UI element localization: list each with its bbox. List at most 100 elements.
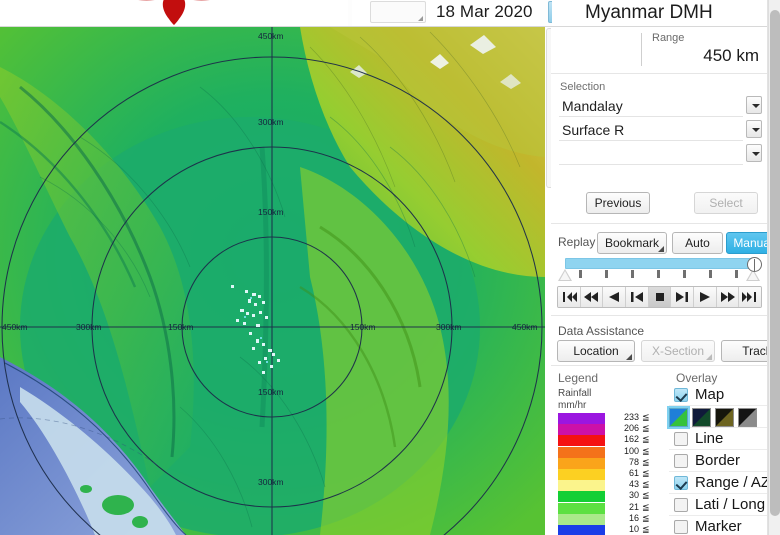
location-button[interactable]: Location bbox=[557, 340, 635, 362]
overlay-checkbox-map[interactable] bbox=[674, 387, 688, 402]
legend-swatch bbox=[558, 513, 605, 525]
previous-button[interactable]: Previous bbox=[586, 192, 650, 214]
overlay-item-border[interactable]: Border bbox=[669, 450, 768, 472]
svg-text:150km: 150km bbox=[350, 322, 376, 332]
radar-map-canvas: 450km 300km 150km 150km 300km 450km 450k… bbox=[0, 27, 545, 535]
map-theme-theme-bright[interactable] bbox=[667, 405, 690, 429]
overlay-item-marker[interactable]: Marker bbox=[669, 516, 768, 535]
legend-value: 162 bbox=[623, 434, 639, 445]
top-bar: 18 Mar 2020 MMT Myanmar DMH bbox=[0, 0, 780, 27]
svg-text:150km: 150km bbox=[258, 207, 284, 217]
legend-value: 100 bbox=[623, 445, 639, 456]
svg-text:300km: 300km bbox=[258, 477, 284, 487]
replay-label: Replay bbox=[558, 235, 596, 249]
selection-product-row[interactable]: Surface R bbox=[559, 119, 762, 140]
legend-row: 206 ≦ bbox=[558, 423, 658, 436]
selection-product-value[interactable]: Surface R bbox=[559, 119, 742, 140]
legend-value: 78 bbox=[628, 456, 639, 467]
replay-transport-bar[interactable] bbox=[557, 286, 762, 308]
skip-back-all-icon[interactable] bbox=[558, 287, 581, 307]
selection-extra-value[interactable] bbox=[559, 143, 742, 164]
legend-row: 78 ≦ bbox=[558, 456, 658, 469]
overlay-checkbox-border[interactable] bbox=[674, 453, 688, 468]
date-picker-field[interactable] bbox=[370, 1, 426, 23]
divider bbox=[551, 365, 768, 366]
timeline-tick bbox=[579, 270, 582, 278]
date-bar: 18 Mar 2020 MMT bbox=[352, 0, 576, 26]
divider bbox=[551, 73, 768, 74]
timeline-bar[interactable] bbox=[565, 258, 752, 269]
overlay-item-range-az[interactable]: Range / AZ bbox=[669, 472, 770, 494]
overlay-checkbox-lati-long[interactable] bbox=[674, 497, 688, 512]
play-icon[interactable] bbox=[694, 287, 717, 307]
timeline-start-marker[interactable] bbox=[558, 269, 572, 281]
svg-text:150km: 150km bbox=[168, 322, 194, 332]
x-section-button[interactable]: X-Section bbox=[641, 340, 715, 362]
overlay-label-line: Line bbox=[695, 430, 724, 447]
svg-text:450km: 450km bbox=[512, 322, 538, 332]
legend-comparator-icon: ≦ bbox=[642, 412, 650, 422]
replay-timeline[interactable] bbox=[557, 257, 762, 283]
legend-swatch bbox=[558, 491, 605, 503]
replay-manual-button[interactable]: Manual bbox=[726, 232, 780, 254]
legend-value: 233 bbox=[623, 412, 639, 422]
legend-unit-line1: Rainfall bbox=[558, 388, 592, 399]
legend-value: 43 bbox=[628, 479, 639, 490]
divider bbox=[559, 164, 743, 165]
timeline-handle[interactable] bbox=[747, 257, 762, 272]
range-divider bbox=[641, 33, 642, 66]
timeline-end-marker[interactable] bbox=[746, 269, 760, 281]
app-title: Myanmar DMH bbox=[552, 0, 768, 26]
selection-site-value[interactable]: Mandalay bbox=[559, 95, 742, 116]
select-button[interactable]: Select bbox=[694, 192, 758, 214]
selection-site-row[interactable]: Mandalay bbox=[559, 95, 762, 116]
map-theme-swatches[interactable] bbox=[667, 405, 768, 429]
legend-comparator-icon: ≦ bbox=[642, 490, 650, 501]
jump-start-icon[interactable] bbox=[626, 287, 649, 307]
step-back-icon[interactable] bbox=[603, 287, 627, 307]
overlay-item-lati-long[interactable]: Lati / Long bbox=[669, 494, 768, 516]
radar-map[interactable]: 450km 300km 150km 150km 300km 450km 450k… bbox=[0, 27, 545, 535]
legend-row: 10 ≦ bbox=[558, 523, 658, 535]
date-picker-corner-icon bbox=[418, 16, 423, 21]
skip-forward-all-icon[interactable] bbox=[739, 287, 761, 307]
map-theme-theme-gray[interactable] bbox=[738, 407, 757, 427]
divider bbox=[559, 140, 743, 141]
selection-extra-dropdown-arrow[interactable] bbox=[746, 144, 762, 162]
rewind-fast-icon[interactable] bbox=[580, 287, 604, 307]
overlay-label: Overlay bbox=[676, 371, 718, 385]
map-theme-theme-night[interactable] bbox=[692, 407, 711, 427]
overlay-checkbox-line[interactable] bbox=[674, 431, 688, 446]
overlay-item-map[interactable]: Map bbox=[669, 384, 768, 406]
track-button[interactable]: Track bbox=[721, 340, 780, 362]
legend-row: 61 ≦ bbox=[558, 468, 658, 480]
overlay-item-line[interactable]: Line bbox=[669, 428, 768, 450]
legend-comparator-icon: ≦ bbox=[642, 523, 650, 534]
bookmark-menu-corner-icon bbox=[658, 246, 664, 252]
location-button-label: Location bbox=[573, 344, 619, 358]
jump-end-icon[interactable] bbox=[671, 287, 695, 307]
divider bbox=[551, 223, 768, 224]
bookmark-button[interactable]: Bookmark bbox=[597, 232, 667, 254]
legend-comparator-icon: ≦ bbox=[642, 512, 650, 523]
overlay-label-map: Map bbox=[695, 386, 725, 403]
overlay-checkbox-marker[interactable] bbox=[674, 519, 688, 534]
selection-product-dropdown-arrow[interactable] bbox=[746, 120, 762, 138]
location-menu-corner-icon bbox=[626, 354, 632, 360]
selection-site-dropdown-arrow[interactable] bbox=[746, 96, 762, 114]
svg-text:150km: 150km bbox=[258, 387, 284, 397]
legend-row: 100 ≦ bbox=[558, 445, 658, 458]
map-theme-theme-olive[interactable] bbox=[715, 407, 734, 427]
stop-icon[interactable] bbox=[648, 287, 672, 307]
selection-extra-row[interactable] bbox=[559, 143, 762, 164]
legend-label: Legend bbox=[558, 371, 599, 385]
overlay-checkbox-range-az[interactable] bbox=[674, 475, 688, 490]
logo-container bbox=[0, 0, 348, 26]
page-scrollbar-thumb[interactable] bbox=[770, 10, 780, 516]
bookmark-button-label: Bookmark bbox=[604, 236, 660, 250]
page-scrollbar[interactable] bbox=[768, 0, 780, 535]
legend-comparator-icon: ≦ bbox=[642, 434, 650, 445]
replay-auto-button[interactable]: Auto bbox=[672, 232, 723, 254]
legend-row: 16 ≦ bbox=[558, 512, 658, 525]
forward-fast-icon[interactable] bbox=[716, 287, 740, 307]
